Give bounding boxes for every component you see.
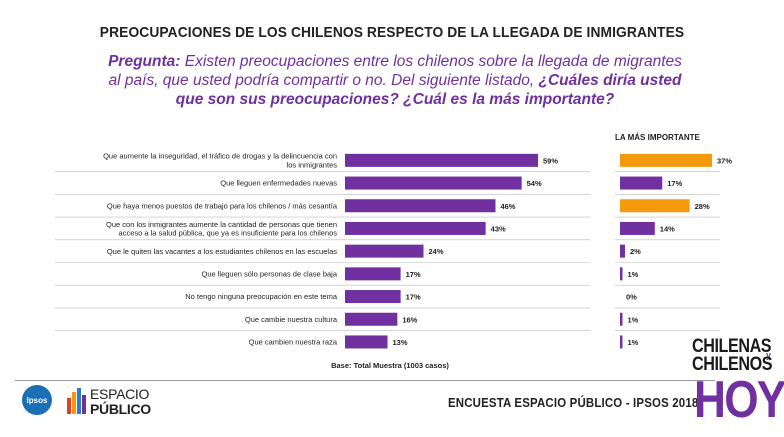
value-label-most-important: 28% [695, 202, 710, 211]
category-label: Que lleguen sólo personas de clase baja [201, 269, 337, 278]
question-body: Existen preocupaciones entre los chileno… [108, 53, 682, 89]
bar-total [345, 199, 496, 213]
value-label-most-important: 1% [627, 315, 638, 324]
bar-total [345, 312, 398, 326]
ipsos-logo-text: Ipsos [26, 395, 48, 405]
value-label-total: 16% [402, 315, 417, 324]
category-label: Que haya menos puestos de trabajo para l… [107, 201, 338, 210]
brand-y: y [766, 350, 772, 360]
category-label: Que le quiten las vacantes a los estudia… [107, 247, 337, 256]
value-label-total: 54% [527, 179, 542, 188]
category-label: Que aumente la inseguridad, el tráfico d… [103, 152, 337, 170]
value-label-most-important: 17% [667, 179, 682, 188]
value-label-most-important: 37% [717, 156, 732, 165]
bar-total [345, 290, 401, 304]
value-label-most-important: 14% [660, 224, 675, 233]
category-label: Que lleguen enfermedades nuevas [220, 179, 337, 188]
brand-chilenos: CHILENOS [692, 354, 773, 375]
category-label: Que con los inmigrantes aumente la canti… [106, 220, 337, 238]
bar-total [345, 221, 486, 235]
value-label-total: 43% [491, 224, 506, 233]
footer-divider [15, 380, 715, 381]
question-text: Pregunta: Existen preocupaciones entre l… [100, 52, 690, 109]
espacio-publico-logo: ESPACIO PÚBLICO [66, 384, 156, 418]
value-label-most-important: 1% [627, 270, 638, 279]
most-important-header: LA MÁS IMPORTANTE [615, 133, 700, 142]
category-label: Que cambie nuestra cultura [245, 315, 338, 324]
value-label-most-important: 0% [626, 293, 637, 302]
value-label-total: 24% [429, 247, 444, 256]
value-label-total: 46% [500, 202, 515, 211]
value-label-total: 59% [543, 156, 558, 165]
bar-most-important [620, 199, 690, 213]
espacio-text: ESPACIO [90, 386, 150, 402]
base-note: Base: Total Muestra (1003 casos) [331, 361, 449, 370]
bar-total [345, 335, 388, 349]
bar-most-important [620, 221, 655, 235]
bar-most-important [620, 312, 623, 326]
category-label: Que cambien nuestra raza [249, 338, 338, 347]
bar-total [345, 153, 538, 167]
bar-total [345, 244, 424, 258]
question-label: Pregunta: [108, 53, 181, 70]
value-label-total: 13% [393, 338, 408, 347]
bar-most-important [620, 176, 663, 190]
bar-most-important [620, 335, 623, 349]
survey-title: ENCUESTA ESPACIO PÚBLICO - IPSOS 2018 [448, 395, 699, 410]
value-label-most-important: 1% [627, 338, 638, 347]
category-label: No tengo ninguna preocupación en este te… [185, 292, 338, 301]
brand-chilenas: CHILENAS [692, 336, 772, 357]
ipsos-logo: Ipsos [22, 385, 52, 415]
publico-text: PÚBLICO [90, 401, 151, 417]
bar-most-important [620, 267, 623, 281]
bar-total [345, 176, 522, 190]
espacio-publico-icon [67, 388, 86, 414]
value-label-most-important: 2% [630, 247, 641, 256]
bar-most-important [620, 244, 625, 258]
value-label-total: 17% [406, 293, 421, 302]
brand-hoy: HOY [694, 371, 784, 429]
value-label-total: 17% [406, 270, 421, 279]
bar-most-important [620, 153, 712, 167]
chart-title: PREOCUPACIONES DE LOS CHILENOS RESPECTO … [99, 24, 685, 41]
chilenos-hoy-logo: CHILENAS y CHILENOS HOY [692, 336, 784, 436]
bar-total [345, 267, 401, 281]
question-emphasis: ¿Cuáles diría usted que son sus preocupa… [175, 72, 682, 108]
